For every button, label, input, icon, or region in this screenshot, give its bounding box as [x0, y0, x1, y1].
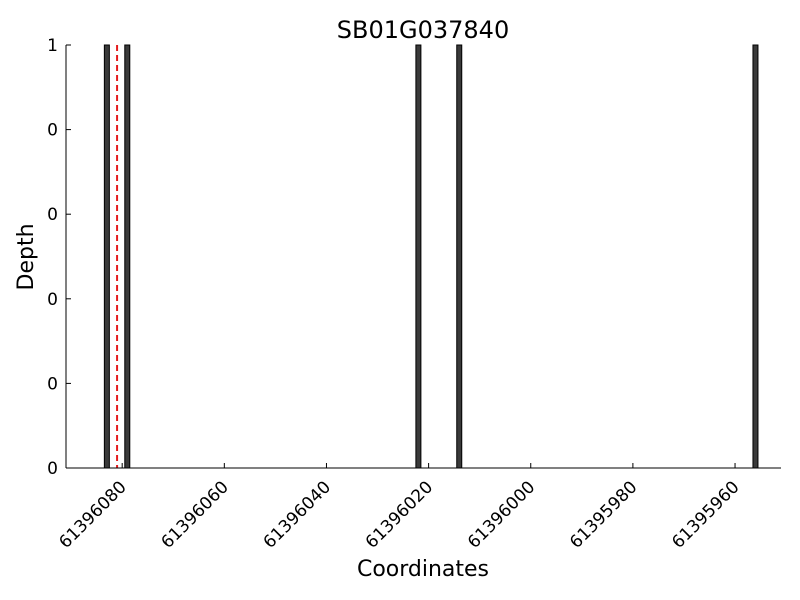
y-tick-label-3: 0 — [47, 205, 58, 225]
depth-bar-1 — [124, 44, 131, 469]
y-axis-label: Depth — [14, 223, 39, 290]
y-tick-label-5: 1 — [47, 36, 58, 56]
depth-bar-4 — [752, 44, 759, 469]
x-tick-label-0: 61396080 — [55, 477, 130, 552]
x-axis-label: Coordinates — [357, 557, 489, 582]
depth-bar-3 — [456, 44, 463, 469]
y-tick-label-4: 0 — [47, 121, 58, 141]
y-tick-label-2: 0 — [47, 290, 58, 310]
y-tick-label-1: 0 — [47, 374, 58, 394]
x-tick-label-6: 61395960 — [668, 477, 743, 552]
x-tick-label-2: 61396040 — [260, 477, 335, 552]
x-tick-label-5: 61395980 — [566, 477, 641, 552]
x-tick-label-3: 61396020 — [362, 477, 437, 552]
chart-title: SB01G037840 — [337, 16, 509, 44]
depth-bar-2 — [415, 44, 422, 469]
y-tick-label-0: 0 — [47, 459, 58, 479]
x-tick-label-1: 61396060 — [158, 477, 233, 552]
depth-bar-0 — [103, 44, 110, 469]
x-tick-label-4: 61396000 — [464, 477, 539, 552]
plot-area: 61396080 61396060 61396040 61396020 61396000… — [47, 36, 781, 553]
